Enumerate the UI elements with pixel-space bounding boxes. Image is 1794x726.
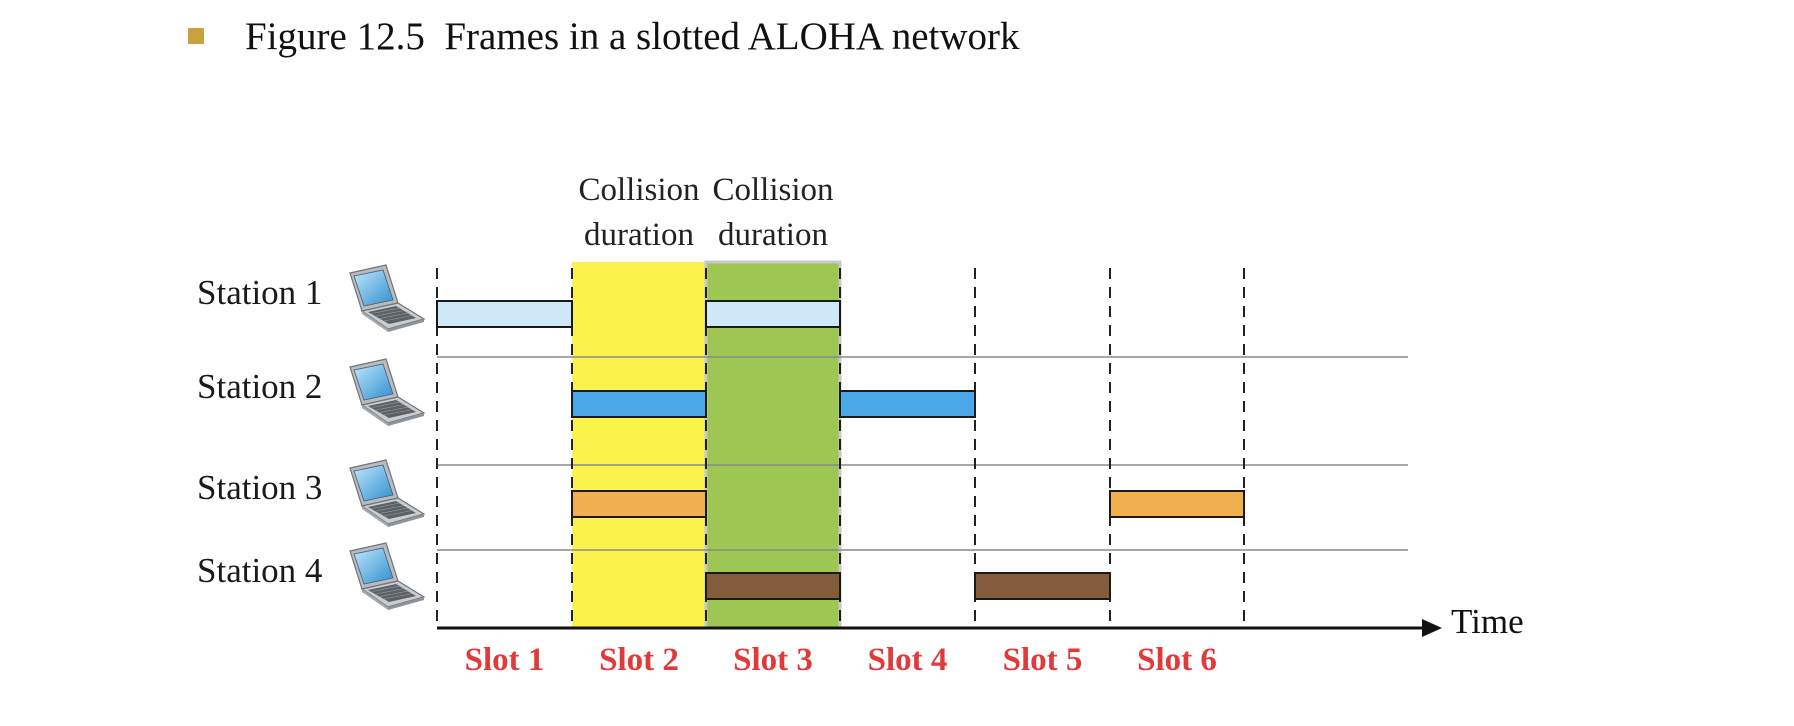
- slot-label-3: Slot 3: [733, 642, 813, 678]
- laptop-icon: [349, 459, 425, 528]
- slot-label-5: Slot 5: [1003, 642, 1083, 678]
- collision-band-slot-2: [572, 262, 706, 628]
- station-label-2: Station 2: [197, 367, 322, 406]
- frame-station-1-slot-1: [436, 300, 573, 328]
- collision-label-line2: duration: [584, 217, 694, 253]
- bullet-square-icon: [188, 28, 204, 44]
- frame-station-2-slot-2: [571, 390, 707, 418]
- slot-label-1: Slot 1: [465, 642, 545, 678]
- frame-station-2-slot-4: [839, 390, 976, 418]
- station-label-1: Station 1: [197, 273, 322, 312]
- time-axis-label: Time: [1451, 602, 1524, 641]
- station-label-3: Station 3: [197, 468, 322, 507]
- slot-label-6: Slot 6: [1137, 642, 1217, 678]
- frame-station-3-slot-6: [1109, 490, 1245, 518]
- slot-label-4: Slot 4: [868, 642, 948, 678]
- frame-station-4-slot-3: [705, 572, 841, 600]
- station-label-4: Station 4: [197, 551, 322, 590]
- collision-label-line1: Collision: [712, 172, 833, 208]
- time-axis-arrow-icon: [1422, 619, 1442, 637]
- frame-station-3-slot-2: [571, 490, 707, 518]
- collision-label-line1: Collision: [578, 172, 699, 208]
- laptop-icon: [349, 542, 425, 611]
- laptop-icon: [349, 264, 425, 333]
- collision-label-line2: duration: [718, 217, 828, 253]
- frame-station-1-slot-3: [705, 300, 841, 328]
- figure-header: Figure 12.5 Frames in a slotted ALOHA ne…: [188, 6, 1020, 66]
- laptop-icon: [349, 358, 425, 427]
- slot-label-2: Slot 2: [599, 642, 679, 678]
- figure-title: Figure 12.5 Frames in a slotted ALOHA ne…: [245, 14, 1020, 58]
- frame-station-4-slot-5: [974, 572, 1111, 600]
